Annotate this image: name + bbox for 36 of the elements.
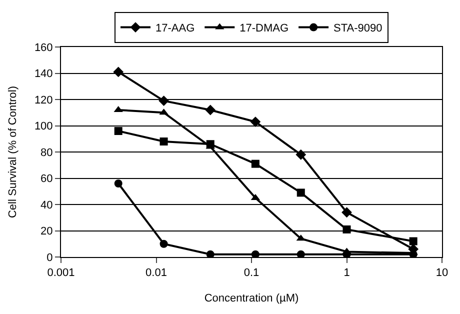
x-tick-label: 10 — [436, 267, 448, 280]
point — [158, 96, 169, 106]
y-tick-label: 40 — [40, 199, 53, 212]
y-axis-title: Cell Survival (% of Control) — [7, 86, 20, 218]
point — [205, 104, 216, 116]
x-tick-label: 0.1 — [244, 267, 260, 280]
x-axis-title: Concentration (µM) — [204, 292, 299, 304]
y-tick-label: 80 — [40, 146, 53, 159]
y-tick-label: 20 — [40, 226, 53, 238]
point — [296, 188, 305, 197]
y-tick-label: 60 — [40, 173, 53, 186]
legend-label: 17-DMAG — [240, 22, 289, 35]
point — [114, 180, 122, 188]
point — [296, 250, 305, 257]
point — [251, 160, 260, 168]
y-tick-label: 160 — [34, 42, 53, 54]
point — [296, 149, 306, 160]
x-tick-label: 0.01 — [146, 267, 167, 280]
x-tick-label: 0.001 — [47, 267, 75, 280]
x-tick-label: 1 — [344, 267, 350, 280]
point — [342, 225, 351, 234]
point — [342, 207, 352, 218]
point — [206, 140, 214, 148]
y-tick-label: 120 — [34, 94, 53, 106]
point — [160, 138, 168, 146]
point — [250, 116, 261, 128]
point — [206, 250, 214, 257]
point — [160, 240, 168, 248]
y-tick-label: 0 — [46, 252, 53, 264]
legend-label: STA-9090 — [334, 22, 382, 35]
point — [114, 127, 122, 135]
point — [251, 250, 260, 257]
point — [113, 66, 124, 78]
y-tick-label: 140 — [34, 68, 53, 80]
legend-label: 17-AAG — [156, 22, 195, 35]
y-tick-label: 100 — [34, 120, 53, 133]
